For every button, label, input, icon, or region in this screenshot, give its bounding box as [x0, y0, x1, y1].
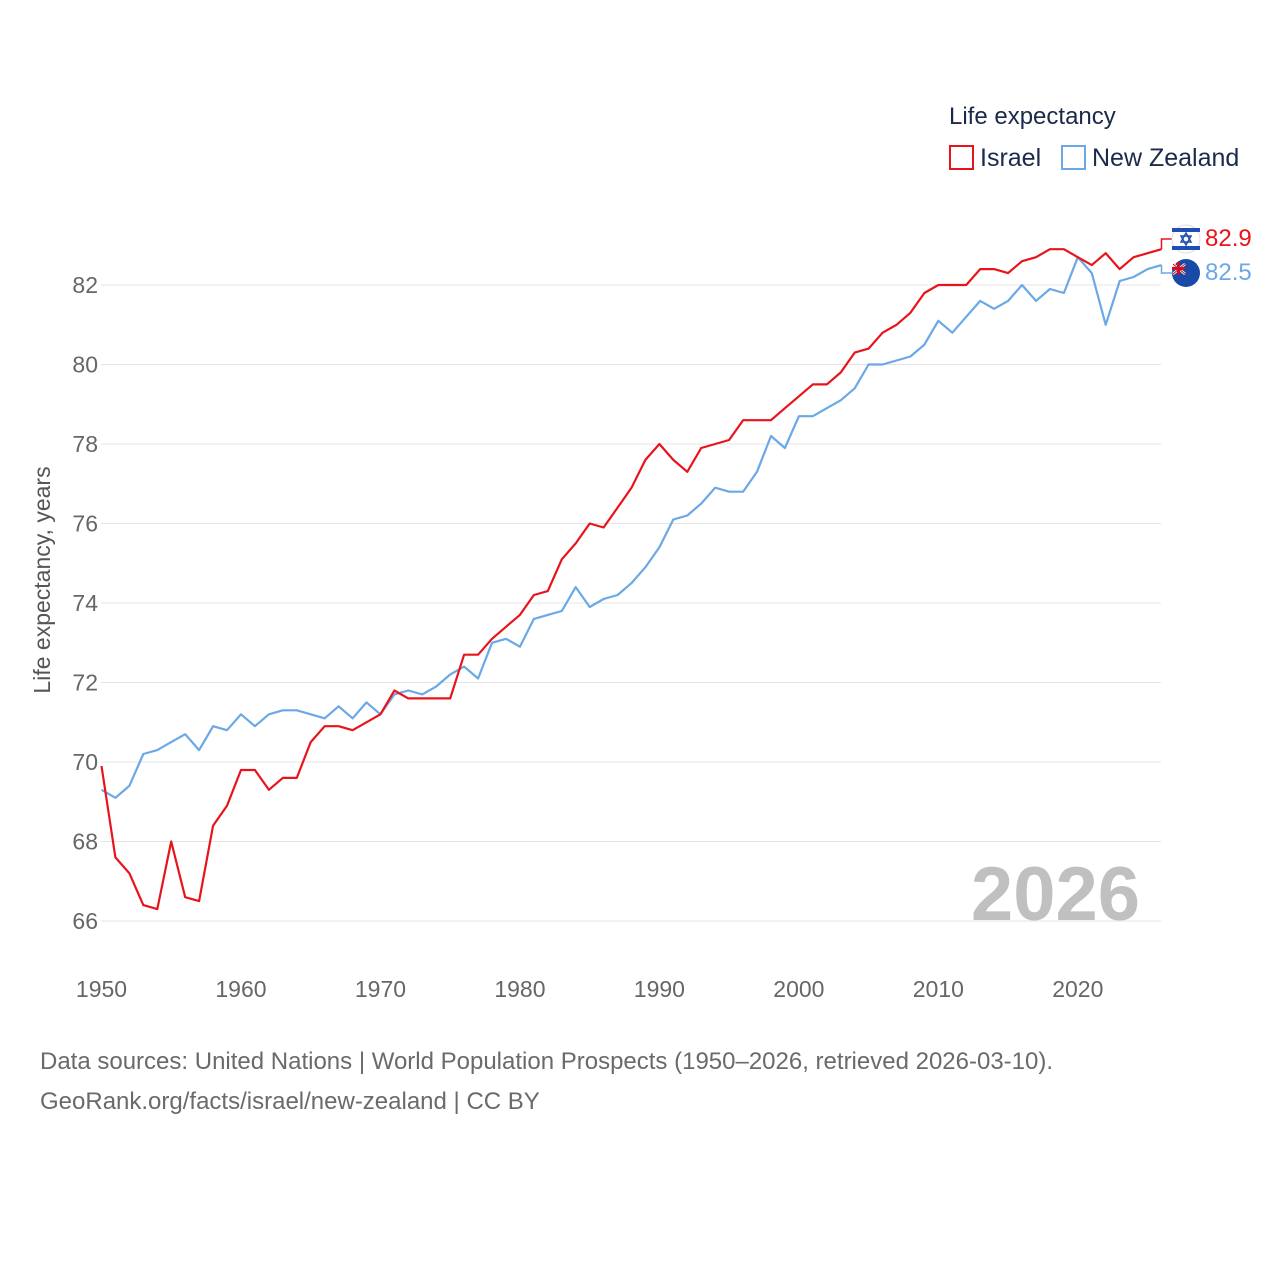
x-tick-label: 2010 — [913, 976, 964, 1002]
y-tick-label: 66 — [72, 908, 98, 934]
legend-swatch-new-zealand — [1061, 145, 1086, 170]
y-tick-label: 78 — [72, 431, 98, 457]
y-tick-label: 74 — [72, 590, 98, 616]
source-line-1: Data sources: United Nations | World Pop… — [40, 1048, 1054, 1075]
new-zealand-end-connector — [1160, 265, 1172, 274]
x-tick-label: 1970 — [355, 976, 406, 1002]
new-zealand-end-label: 82.5 — [1205, 259, 1252, 286]
legend-swatch-israel — [949, 145, 974, 170]
new-zealand-flag-icon — [1172, 259, 1200, 287]
x-tick-label: 2000 — [773, 976, 824, 1002]
series-line-israel — [100, 248, 1162, 911]
legend-item-israel[interactable]: Israel — [949, 144, 1041, 172]
legend-title: Life expectancy — [949, 103, 1116, 130]
x-tick-label: 1980 — [494, 976, 545, 1002]
y-axis-ticks: 66 68 70 72 74 76 78 80 82 — [72, 272, 98, 934]
x-tick-label: 2020 — [1052, 976, 1103, 1002]
legend-label-new-zealand: New Zealand — [1092, 144, 1239, 172]
legend: Life expectancy Israel New Zealand — [949, 103, 1239, 172]
y-tick-label: 72 — [72, 670, 98, 696]
y-tick-label: 70 — [72, 749, 98, 775]
y-tick-label: 68 — [72, 829, 98, 855]
y-tick-label: 80 — [72, 352, 98, 378]
israel-flag-icon — [1171, 224, 1201, 254]
source-note: Data sources: United Nations | World Pop… — [40, 1042, 1053, 1122]
legend-item-new-zealand[interactable]: New Zealand — [1061, 144, 1239, 172]
israel-end-connector — [1160, 238, 1172, 250]
source-line-2[interactable]: GeoRank.org/facts/israel/new-zealand | C… — [40, 1088, 540, 1115]
y-tick-label: 82 — [72, 272, 98, 298]
y-tick-label: 76 — [72, 511, 98, 537]
series-line-new-zealand — [100, 256, 1162, 799]
gridlines — [101, 284, 1161, 922]
x-tick-label: 1990 — [634, 976, 685, 1002]
legend-label-israel: Israel — [980, 144, 1041, 172]
x-tick-label: 1960 — [215, 976, 266, 1002]
x-axis-ticks: 1950 1960 1970 1980 1990 2000 2010 2020 — [76, 976, 1103, 1002]
x-tick-label: 1950 — [76, 976, 127, 1002]
series-lines — [100, 248, 1162, 911]
new-zealand-end-marker: 82.5 — [1160, 259, 1252, 287]
israel-end-label: 82.9 — [1205, 225, 1252, 252]
y-axis-title: Life expectancy, years — [29, 466, 55, 693]
israel-end-marker: 82.9 — [1160, 224, 1252, 254]
year-watermark: 2026 — [971, 852, 1140, 937]
